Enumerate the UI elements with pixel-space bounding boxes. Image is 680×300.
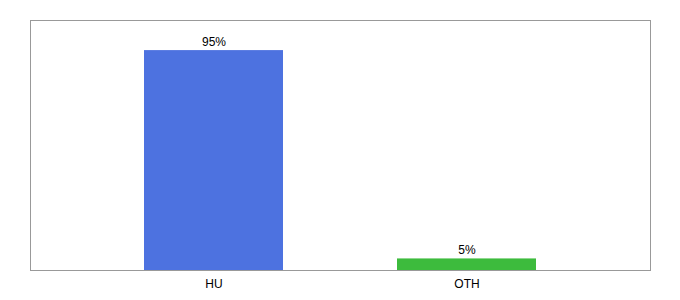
svg-text:95%: 95% — [202, 35, 226, 49]
svg-text:5%: 5% — [458, 243, 476, 257]
svg-text:OTH: OTH — [454, 277, 479, 291]
svg-text:HU: HU — [205, 277, 222, 291]
